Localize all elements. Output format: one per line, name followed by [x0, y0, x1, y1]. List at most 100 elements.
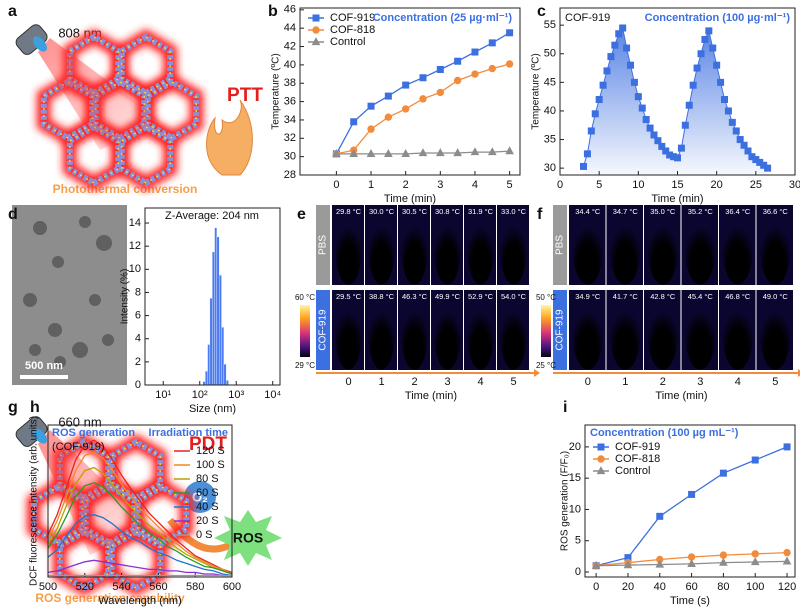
marker — [453, 148, 462, 157]
temperature-label: 45.4 °C — [688, 292, 714, 301]
thermal-body — [434, 217, 461, 285]
y-axis-title: Temperature (ºC) — [531, 53, 542, 129]
marker — [505, 146, 514, 155]
marker — [623, 44, 631, 52]
marker — [471, 70, 479, 78]
row-band — [553, 290, 567, 370]
temperature-label: 30.8 °C — [435, 207, 461, 216]
marker — [312, 14, 320, 22]
y-tick-label: 5 — [575, 535, 581, 547]
marker — [453, 76, 462, 85]
marker — [719, 557, 728, 566]
y-tick-label: 40 — [284, 59, 296, 71]
marker — [583, 150, 591, 158]
framework — [134, 483, 190, 547]
marker — [619, 24, 627, 32]
temperature-label: 49.9 °C — [435, 292, 461, 301]
line — [335, 32, 510, 155]
x-tick-label: 40 — [654, 581, 666, 593]
x-tick-label: 0 — [593, 581, 599, 593]
framework — [118, 123, 174, 187]
x-tick-label: 540 — [112, 581, 130, 593]
marker — [693, 64, 701, 72]
temperature-label: 52.9 °C — [468, 292, 494, 301]
legend-label: 20 S — [196, 515, 219, 527]
line — [47, 514, 233, 577]
caption: ROS generation capability — [35, 591, 185, 605]
thermal-body — [610, 302, 641, 370]
time-axis-title: Time (min) — [405, 390, 457, 402]
thermal-body — [722, 302, 753, 370]
x-axis-title: Time (min) — [384, 193, 436, 205]
temperature-label: 33.0 °C — [501, 207, 527, 216]
oxygen-label: O₂ — [192, 489, 208, 504]
marker — [709, 44, 717, 52]
y-tick-label: 34 — [284, 114, 296, 126]
thermal-body — [685, 302, 716, 370]
y-tick-label: 20 — [569, 441, 581, 453]
marker — [751, 550, 759, 558]
legend-label: Control — [330, 36, 365, 48]
marker — [627, 61, 634, 69]
line — [47, 559, 232, 577]
histogram-bar — [226, 380, 229, 386]
x-tick-label: 520 — [76, 581, 94, 593]
marker — [623, 560, 633, 569]
y-tick-label: 30 — [544, 162, 556, 174]
plot-frame — [144, 207, 281, 386]
colorbar-min: 29 °C — [295, 361, 315, 370]
y-axis-title: Intensity (%) — [120, 269, 131, 325]
histogram-bar — [205, 370, 208, 386]
x-tick-label: 10 — [632, 179, 644, 191]
marker — [436, 65, 444, 73]
row-label: COF-919 — [318, 309, 329, 351]
marker — [349, 149, 359, 157]
marker — [638, 104, 646, 112]
marker — [634, 93, 642, 101]
laser-label: 660 nm — [58, 414, 101, 429]
histogram-bar — [202, 381, 206, 386]
y-tick-label: 36 — [284, 95, 296, 107]
marker — [367, 102, 375, 110]
line — [47, 451, 233, 575]
annotation: (COF-919) — [52, 441, 105, 453]
legend-label: 60 S — [196, 487, 219, 499]
thermal-body — [335, 302, 362, 370]
temperature-label: 54.0 °C — [501, 292, 527, 301]
plot-frame — [559, 7, 796, 176]
panel-label: h — [30, 399, 40, 416]
time-label: 0 — [585, 376, 591, 388]
marker — [312, 26, 320, 34]
y-axis-title: Temperature (ºC) — [271, 53, 282, 129]
marker — [728, 118, 736, 126]
marker — [783, 548, 791, 557]
temperature-label: 41.7 °C — [613, 292, 639, 301]
temperature-label: 42.8 °C — [650, 292, 676, 301]
legend-label: 100 S — [196, 459, 225, 471]
x-tick-label: 580 — [186, 581, 204, 593]
marker — [591, 110, 599, 118]
marker — [744, 147, 752, 155]
x-tick-label: 0 — [557, 179, 563, 191]
temperature-label: 35.2 °C — [688, 207, 714, 216]
marker — [401, 149, 411, 157]
temperature-label: 34.7 °C — [613, 207, 639, 216]
legend-label: 80 S — [196, 473, 219, 485]
y-tick-label: 6 — [135, 309, 141, 321]
thermal-body — [467, 302, 494, 370]
marker — [687, 559, 696, 567]
legend-label: COF-919 — [615, 441, 660, 453]
row-band — [316, 290, 330, 370]
x-tick-label: 4 — [472, 179, 478, 191]
marker — [384, 92, 392, 100]
x-tick-label: 10⁴ — [264, 389, 281, 401]
temperature-label: 49.0 °C — [763, 292, 789, 301]
marker — [611, 41, 619, 49]
x-tick-label: 60 — [685, 581, 697, 593]
temperature-label: 30.0 °C — [369, 207, 395, 216]
panel-label: f — [537, 206, 543, 223]
marker — [681, 121, 689, 129]
temperature-label: 36.4 °C — [725, 207, 751, 216]
framework — [66, 123, 122, 187]
marker — [662, 147, 670, 155]
